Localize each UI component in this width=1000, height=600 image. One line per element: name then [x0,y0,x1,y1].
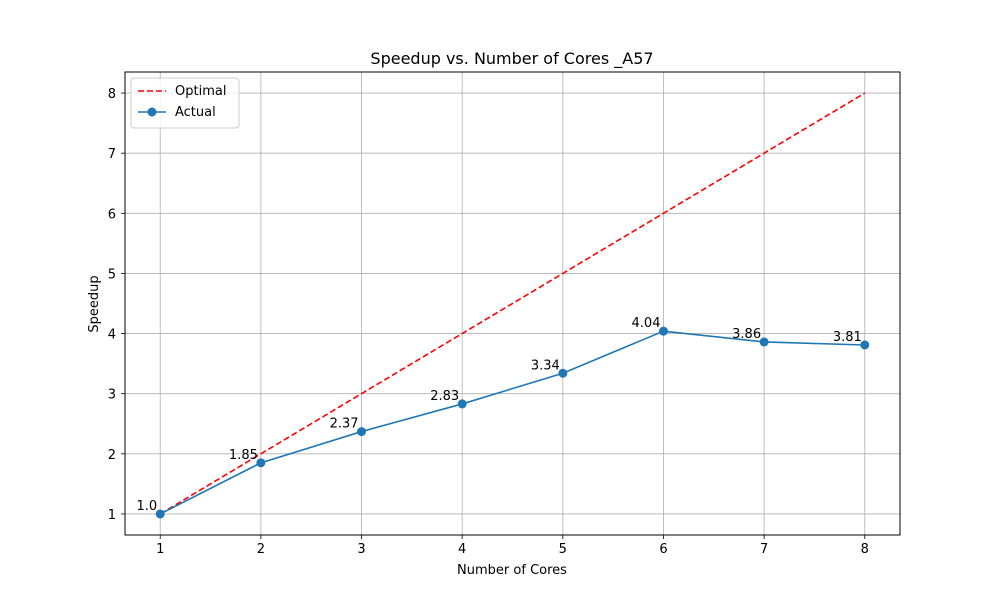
series-layer [155,92,870,519]
y-tick-label: 4 [108,328,116,343]
plot-frame [124,71,901,536]
x-tick-label: 4 [458,542,466,557]
data-point [357,427,367,437]
y-axis-label: Speedup [87,275,102,332]
data-label: 3.81 [833,330,862,345]
data-label: 2.83 [430,389,459,404]
x-tick-label: 6 [659,542,667,557]
series-line-actual [159,330,865,515]
data-point [658,326,668,336]
data-point [558,368,568,378]
x-axis-label: Number of Cores [457,563,567,578]
y-tick-label: 7 [108,147,116,162]
legend: Optimal Actual [130,77,240,129]
series-line-optimal [159,92,866,515]
data-point [860,340,870,350]
data-point [759,337,769,347]
x-tick-label: 3 [357,542,365,557]
x-tick-label: 1 [156,542,164,557]
y-tick-label: 5 [108,267,116,282]
grid [125,72,900,535]
y-tick-label: 8 [108,87,116,102]
data-label: 1.0 [137,499,158,514]
data-label: 3.86 [732,327,761,342]
data-point [155,509,165,519]
legend-label-actual: Actual [175,105,216,120]
y-tick-label: 6 [108,207,116,222]
data-label: 4.04 [632,316,661,331]
data-label: 2.37 [330,417,359,432]
x-tick-label: 2 [257,542,265,557]
x-tick-label: 5 [559,542,567,557]
data-label: 3.34 [531,358,560,373]
data-point [457,399,467,409]
data-point [256,458,266,468]
x-tick-label: 8 [861,542,869,557]
y-tick-label: 1 [108,508,116,523]
data-labels: 1.0 1.85 2.37 2.83 3.34 4.04 3.86 3.81 [137,316,862,514]
y-tick-label: 3 [108,388,116,403]
x-tick-label: 7 [760,542,768,557]
chart-title: Speedup vs. Number of Cores _A57 [370,49,653,69]
legend-label-optimal: Optimal [175,84,226,99]
axes: 1 2 3 4 5 6 7 8 1 2 3 4 5 6 7 8 [108,87,869,557]
legend-marker-actual [147,107,157,117]
data-label: 1.85 [229,448,258,463]
y-tick-label: 2 [108,448,116,463]
